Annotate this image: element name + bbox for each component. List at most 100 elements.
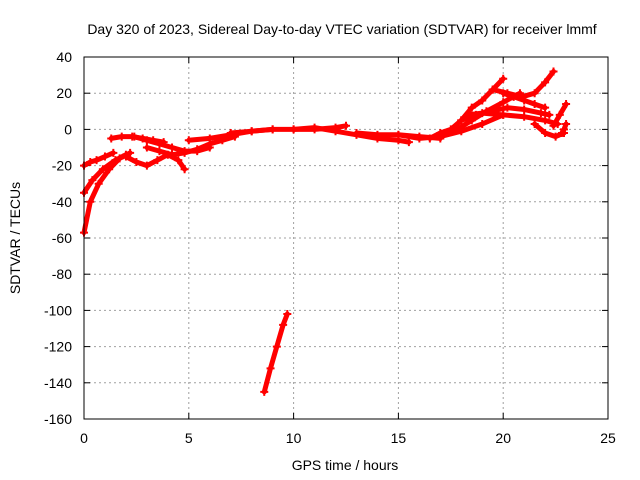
data-point	[121, 152, 130, 161]
data-point	[331, 127, 340, 136]
series-trace-16	[463, 109, 562, 128]
data-point	[142, 143, 151, 152]
data-point	[530, 119, 539, 128]
series-trace-20	[549, 100, 571, 130]
data-point	[509, 92, 518, 101]
data-point	[520, 105, 529, 114]
data-point	[499, 98, 508, 107]
x-tick-label: 20	[495, 430, 511, 446]
data-point	[272, 342, 281, 351]
y-tick-label: 0	[64, 121, 72, 137]
data-point	[562, 100, 571, 109]
plot-frame	[83, 56, 609, 420]
data-point	[86, 157, 95, 166]
data-point	[352, 129, 361, 138]
y-axis-title: SDTVAR / TECUs	[7, 182, 23, 294]
data-point	[117, 132, 126, 141]
chart-title: Day 320 of 2023, Sidereal Day-to-day VTE…	[87, 21, 596, 37]
data-point	[130, 132, 139, 141]
data-point	[530, 100, 539, 109]
data-point	[551, 132, 560, 141]
data-point	[467, 103, 476, 112]
data-point	[549, 121, 558, 130]
data-point	[499, 110, 508, 119]
data-point	[503, 103, 512, 112]
data-point	[153, 156, 162, 165]
y-tick-label: -80	[52, 266, 72, 282]
x-tick-label: 15	[391, 430, 407, 446]
series-trace-21	[557, 119, 571, 138]
y-tick-label: -40	[52, 194, 72, 210]
data-point	[394, 130, 403, 139]
y-tick-label: -120	[44, 339, 72, 355]
data-point	[193, 145, 202, 154]
data-point	[168, 143, 177, 152]
y-tick-label: -60	[52, 230, 72, 246]
data-point	[559, 125, 568, 134]
data-point	[530, 89, 539, 98]
data-point	[168, 150, 177, 159]
data-point	[541, 129, 550, 138]
data-point	[111, 156, 120, 165]
series-line	[532, 121, 567, 140]
data-point	[440, 129, 449, 138]
data-point	[86, 197, 95, 206]
data-point	[541, 103, 550, 112]
data-point	[142, 136, 151, 145]
y-tick-label: -100	[44, 302, 72, 318]
data-point	[155, 147, 164, 156]
data-point	[425, 134, 434, 143]
data-point	[478, 109, 487, 118]
data-point	[453, 125, 462, 134]
data-point	[100, 152, 109, 161]
y-tick-label: -160	[44, 411, 72, 427]
x-tick-label: 25	[600, 430, 616, 446]
axis-ticks: -160 -140 -120 -100 -80 -60 -40 -20 0 20 40 0 5 10 15 2…	[44, 49, 616, 446]
data-point	[109, 148, 118, 157]
data-point	[541, 78, 550, 87]
data-point	[457, 116, 466, 125]
data-point	[174, 156, 183, 165]
data-point	[142, 161, 151, 170]
y-tick-label: 20	[56, 85, 72, 101]
x-tick-label: 5	[185, 430, 193, 446]
data-point	[520, 96, 529, 105]
series-trace-18	[499, 89, 550, 112]
data-point	[279, 320, 288, 329]
y-tick-label: -140	[44, 375, 72, 391]
series-trace-5	[121, 150, 189, 174]
data-point	[289, 125, 298, 134]
data-point	[541, 116, 550, 125]
data-point	[562, 119, 571, 128]
data-point	[266, 364, 275, 373]
data-point	[226, 129, 235, 138]
y-tick-label: 40	[56, 49, 72, 65]
series-trace-22	[260, 310, 292, 396]
data-point	[180, 165, 189, 174]
data-point	[499, 89, 508, 98]
data-point	[107, 134, 116, 143]
data-point	[499, 74, 508, 83]
data-point	[88, 176, 97, 185]
data-point	[478, 119, 487, 128]
x-tick-label: 0	[80, 430, 88, 446]
data-point	[98, 165, 107, 174]
data-point	[373, 130, 382, 139]
data-point	[205, 134, 214, 143]
data-point	[155, 139, 164, 148]
data-point	[180, 148, 189, 157]
data-point	[463, 110, 472, 119]
data-point	[488, 85, 497, 94]
data-point	[478, 96, 487, 105]
data-point	[184, 136, 193, 145]
data-point	[415, 134, 424, 143]
data-point	[549, 67, 558, 76]
data-point	[545, 110, 554, 119]
data-point	[404, 138, 413, 147]
y-tick-label: -20	[52, 158, 72, 174]
grid	[84, 57, 608, 419]
data-point	[260, 387, 269, 396]
data-point	[310, 123, 319, 132]
x-tick-label: 10	[286, 430, 302, 446]
data-point	[342, 121, 350, 130]
